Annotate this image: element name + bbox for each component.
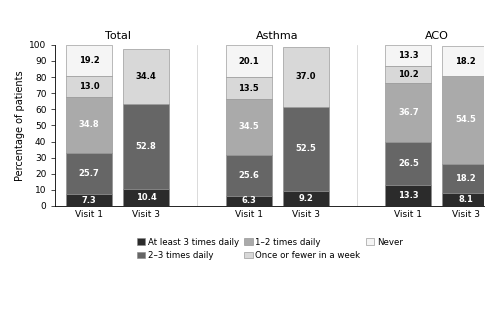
Text: 37.0: 37.0 <box>295 72 316 81</box>
Legend: At least 3 times daily, 2–3 times daily, 1–2 times daily, Once or fewer in a wee: At least 3 times daily, 2–3 times daily,… <box>137 238 403 260</box>
Bar <box>385 45 432 66</box>
Text: 25.7: 25.7 <box>79 169 99 178</box>
Text: Total: Total <box>105 31 131 41</box>
Text: 52.5: 52.5 <box>295 144 316 153</box>
Text: 34.5: 34.5 <box>239 122 259 131</box>
Bar <box>443 76 489 163</box>
Bar <box>66 97 112 153</box>
Bar <box>66 76 112 97</box>
Bar <box>123 49 169 104</box>
Text: 7.3: 7.3 <box>82 196 96 205</box>
Bar <box>66 45 112 76</box>
Text: 34.4: 34.4 <box>136 72 157 81</box>
Text: 13.5: 13.5 <box>239 84 259 92</box>
Bar <box>385 185 432 206</box>
Text: 13.0: 13.0 <box>79 82 99 91</box>
Bar <box>385 83 432 142</box>
Bar <box>66 153 112 194</box>
Bar <box>226 196 272 206</box>
Text: 6.3: 6.3 <box>242 196 256 205</box>
Text: 8.1: 8.1 <box>458 195 473 204</box>
Bar <box>66 194 112 206</box>
Text: 54.5: 54.5 <box>455 115 476 124</box>
Text: 9.2: 9.2 <box>298 194 313 203</box>
Text: 19.2: 19.2 <box>79 56 99 65</box>
Bar <box>385 142 432 185</box>
Bar <box>385 66 432 83</box>
Text: 25.6: 25.6 <box>239 171 259 180</box>
Bar <box>226 154 272 196</box>
Bar <box>123 189 169 206</box>
Text: 18.2: 18.2 <box>455 174 476 183</box>
Text: 20.1: 20.1 <box>239 57 259 66</box>
Text: 13.3: 13.3 <box>398 191 419 200</box>
Bar <box>123 104 169 189</box>
Bar <box>226 99 272 154</box>
Text: 13.3: 13.3 <box>398 51 419 60</box>
Bar <box>226 45 272 77</box>
Bar <box>443 163 489 193</box>
Text: 34.8: 34.8 <box>79 120 99 129</box>
Bar <box>226 77 272 99</box>
Text: 18.2: 18.2 <box>455 57 476 66</box>
Text: 52.8: 52.8 <box>136 142 157 151</box>
Bar <box>443 47 489 76</box>
Text: 10.2: 10.2 <box>398 70 419 79</box>
Y-axis label: Percentage of patients: Percentage of patients <box>15 70 25 181</box>
Text: 26.5: 26.5 <box>398 159 419 168</box>
Bar <box>443 193 489 206</box>
Text: 36.7: 36.7 <box>398 108 419 117</box>
Bar <box>283 107 329 191</box>
Text: 10.4: 10.4 <box>136 193 157 202</box>
Bar <box>283 191 329 206</box>
Text: Asthma: Asthma <box>256 31 298 41</box>
Text: ACO: ACO <box>425 31 449 41</box>
Bar <box>283 47 329 107</box>
